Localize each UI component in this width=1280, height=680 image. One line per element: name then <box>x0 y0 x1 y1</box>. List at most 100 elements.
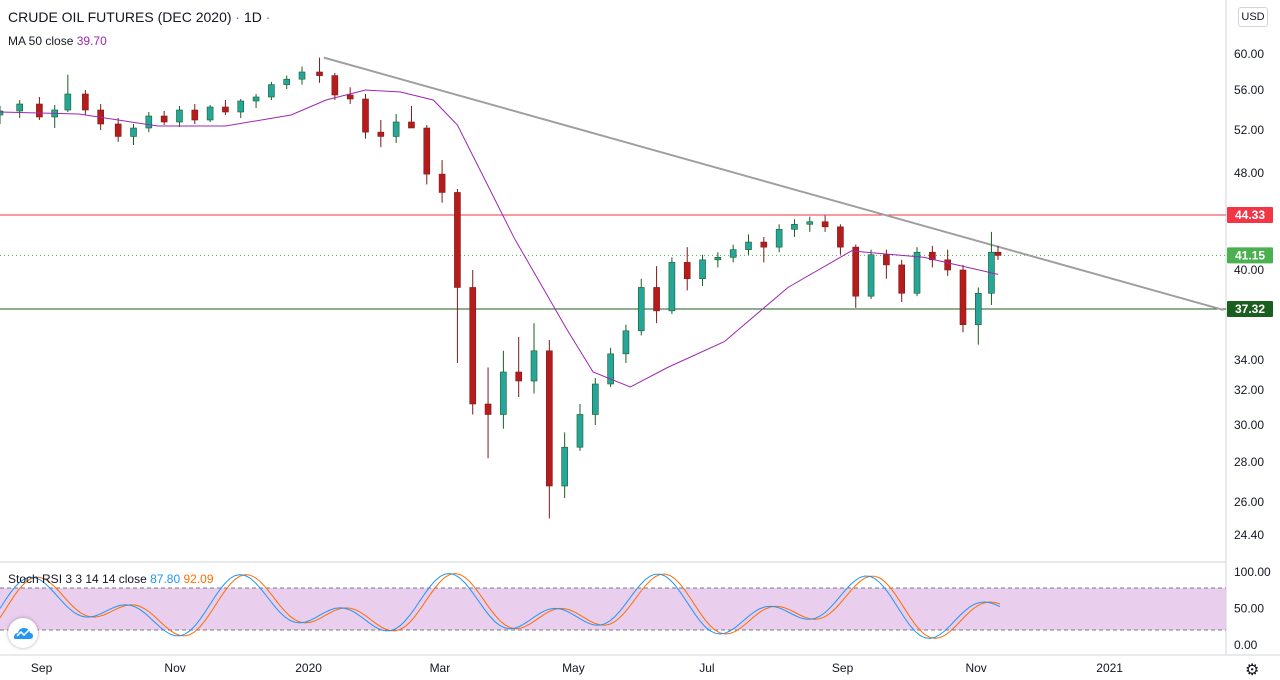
candle-body[interactable] <box>668 262 676 312</box>
price-axis-tick-label: 28.00 <box>1234 455 1264 469</box>
candle-body[interactable] <box>377 131 385 137</box>
candle-body[interactable] <box>806 221 814 225</box>
candle-body[interactable] <box>867 254 875 297</box>
candle-body[interactable] <box>944 259 951 271</box>
candle-body[interactable] <box>994 251 1002 256</box>
candle-body[interactable] <box>316 71 323 76</box>
ma50-line[interactable] <box>0 89 999 388</box>
candle-body[interactable] <box>699 259 706 280</box>
candle-body[interactable] <box>760 241 768 248</box>
price-axis-tick-label: 60.00 <box>1234 47 1264 61</box>
candle-body[interactable] <box>530 350 538 382</box>
interval-label: 1D <box>243 9 262 25</box>
candle-body[interactable] <box>237 100 245 113</box>
candle-body[interactable] <box>268 84 275 98</box>
candle-body[interactable] <box>745 241 752 250</box>
candle-body[interactable] <box>929 251 936 261</box>
candle-body[interactable] <box>362 98 369 133</box>
candle-body[interactable] <box>298 71 306 80</box>
candle-body[interactable] <box>64 93 72 111</box>
candle-body[interactable] <box>576 414 584 448</box>
candle-body[interactable] <box>607 353 614 385</box>
candle-body[interactable] <box>852 246 860 297</box>
candle-body[interactable] <box>837 226 844 248</box>
candle-body[interactable] <box>898 264 906 294</box>
candle-body[interactable] <box>484 403 492 415</box>
candle-body[interactable] <box>515 371 522 382</box>
candle-body[interactable] <box>791 223 798 230</box>
price-axis-tick-label: 48.00 <box>1234 166 1264 180</box>
symbol-legend[interactable]: CRUDE OIL FUTURES (DEC 2020) · 1D · <box>8 9 270 25</box>
price-axis-tick-label: 30.00 <box>1234 418 1264 432</box>
price-axis-tick-label: 32.00 <box>1234 383 1264 397</box>
candle-body[interactable] <box>114 123 122 137</box>
candle-body[interactable] <box>191 109 199 121</box>
candle-body[interactable] <box>561 446 568 487</box>
ma-legend[interactable]: MA 50 close 39.70 <box>8 34 107 48</box>
candle-body[interactable] <box>637 287 645 332</box>
candle-body[interactable] <box>729 249 737 258</box>
candle-body[interactable] <box>546 350 553 487</box>
stoch-rsi-label: Stoch RSI 3 3 14 14 close <box>8 572 147 586</box>
price-label-text: 44.33 <box>1235 208 1265 222</box>
candle-body[interactable] <box>975 292 982 325</box>
time-axis-label: Sep <box>832 661 854 675</box>
stoch-rsi-legend[interactable]: Stoch RSI 3 3 14 14 close 87.80 92.09 <box>8 572 214 586</box>
stoch-axis-tick-label: 0.00 <box>1234 638 1258 652</box>
tradingview-logo[interactable] <box>8 618 38 648</box>
ma-label: MA 50 close <box>8 34 74 48</box>
price-label-text: 37.32 <box>1235 302 1265 316</box>
candle-body[interactable] <box>252 96 260 102</box>
price-axis-tick-label: 34.00 <box>1234 353 1264 367</box>
time-axis-label: Nov <box>965 661 986 675</box>
settings-gear-icon[interactable]: ⚙ <box>1245 662 1260 679</box>
stoch-rsi-band <box>0 588 1226 630</box>
candle-body[interactable] <box>206 106 214 121</box>
candle-body[interactable] <box>283 78 291 85</box>
candle-body[interactable] <box>714 256 722 261</box>
candle-body[interactable] <box>0 110 4 116</box>
price-label-box[interactable] <box>1227 207 1273 223</box>
candle-body[interactable] <box>222 106 229 113</box>
candle-body[interactable] <box>36 103 43 118</box>
candle-body[interactable] <box>82 93 89 111</box>
price-label-text: 41.15 <box>1235 248 1265 262</box>
cloud-logo-icon <box>14 628 33 639</box>
price-axis-tick-label: 24.40 <box>1234 528 1264 542</box>
stoch-rsi-d-value: 92.09 <box>183 572 214 586</box>
candle-body[interactable] <box>176 109 183 123</box>
candle-body[interactable] <box>160 115 168 123</box>
candle-body[interactable] <box>775 229 783 248</box>
stoch-rsi-d-line[interactable] <box>0 572 1001 639</box>
stoch-rsi-k-line[interactable] <box>0 572 1001 639</box>
candle-body[interactable] <box>331 75 339 96</box>
candle-body[interactable] <box>130 127 137 137</box>
candle-body[interactable] <box>454 192 461 288</box>
candle-body[interactable] <box>683 262 691 280</box>
candle-body[interactable] <box>500 371 507 415</box>
candle-body[interactable] <box>438 173 446 193</box>
price-label-box[interactable] <box>1227 301 1273 317</box>
candle-body[interactable] <box>469 287 477 405</box>
trendline[interactable] <box>323 56 1224 311</box>
price-label-box[interactable] <box>1227 247 1273 264</box>
currency-button[interactable]: USD <box>1238 7 1268 27</box>
time-axis-label: 2020 <box>295 661 322 675</box>
price-axis-tick-label: 52.00 <box>1234 123 1264 137</box>
candle-body[interactable] <box>591 383 599 415</box>
candle-body[interactable] <box>346 94 354 100</box>
price-axis-tick-label: 26.00 <box>1234 495 1264 509</box>
candle-body[interactable] <box>821 221 829 228</box>
candle-body[interactable] <box>392 121 400 137</box>
candle-body[interactable] <box>653 287 660 312</box>
candle-body[interactable] <box>16 103 23 112</box>
candle-body[interactable] <box>883 254 890 266</box>
time-axis-label: May <box>562 661 585 675</box>
candle-body[interactable] <box>145 115 153 129</box>
candle-body[interactable] <box>622 330 630 355</box>
candle-body[interactable] <box>408 121 415 129</box>
candle-body[interactable] <box>423 127 431 175</box>
candle-body[interactable] <box>913 251 921 294</box>
candle-body[interactable] <box>959 269 967 325</box>
